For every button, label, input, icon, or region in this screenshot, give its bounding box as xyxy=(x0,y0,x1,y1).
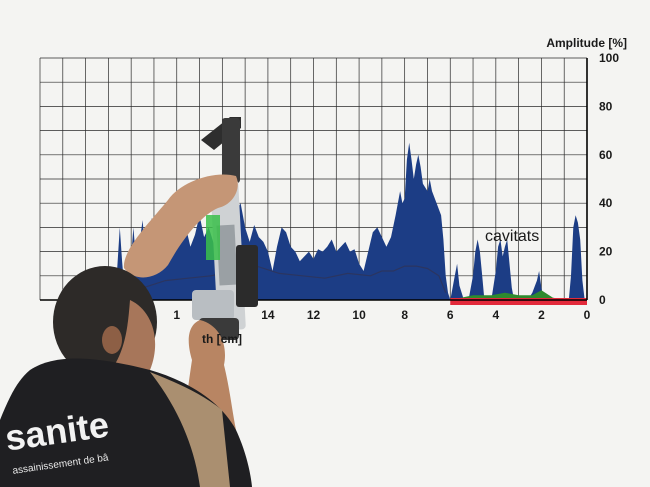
ultrasonic-device xyxy=(192,117,258,340)
x-tick-label: 1 xyxy=(173,308,180,322)
x-tick-label: 4 xyxy=(492,308,499,322)
chart-series xyxy=(40,142,587,305)
y-tick-label: 100 xyxy=(599,51,619,65)
left-arm xyxy=(123,174,238,278)
x-tick-label: 12 xyxy=(307,308,321,322)
x-tick-label: 0 xyxy=(584,308,591,322)
y-tick-label: 20 xyxy=(599,245,613,259)
x-axis-title: th [cm] xyxy=(202,332,242,346)
x-tick-label: 6 xyxy=(447,308,454,322)
y-tick-label: 60 xyxy=(599,148,613,162)
y-tick-labels: 0 20 40 60 80 100 xyxy=(599,51,619,307)
ear xyxy=(102,326,122,354)
x-tick-labels: 1 14 12 10 8 6 4 2 0 xyxy=(173,308,590,322)
y-axis-title: Amplitude [%] xyxy=(546,36,627,50)
x-tick-label: 14 xyxy=(261,308,275,322)
x-tick-label: 8 xyxy=(401,308,408,322)
technician-photo: sanite assainissement de bâ xyxy=(0,117,258,487)
x-tick-label: 10 xyxy=(352,308,366,322)
face xyxy=(110,300,156,382)
y-tick-label: 40 xyxy=(599,196,613,210)
x-tick-label: 2 xyxy=(538,308,545,322)
amplitude-area xyxy=(40,142,587,300)
cavitats-baseline-bar xyxy=(450,298,587,305)
cavitats-annotation: cavitats xyxy=(485,228,539,245)
cavitats-area xyxy=(450,290,565,300)
y-tick-label: 80 xyxy=(599,99,613,113)
envelope-line xyxy=(119,265,447,294)
shirt-sleeve xyxy=(150,372,230,487)
y-tick-label: 0 xyxy=(599,293,606,307)
